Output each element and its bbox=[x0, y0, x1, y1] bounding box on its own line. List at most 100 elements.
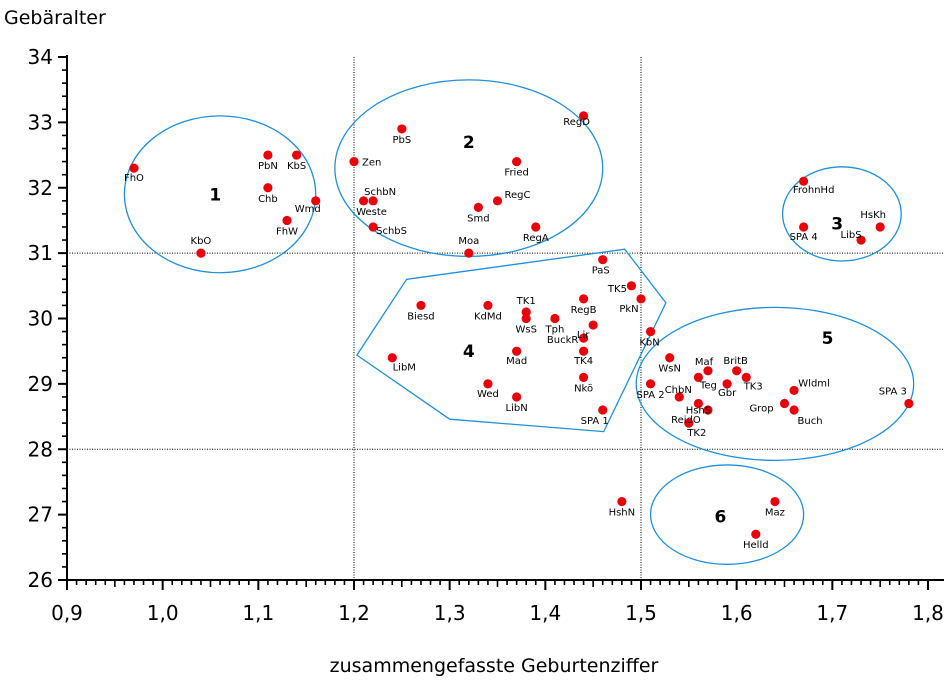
data-point bbox=[263, 183, 273, 193]
point-label: PaS bbox=[592, 266, 610, 277]
point-label: HshS bbox=[686, 405, 711, 416]
point-label: Wmd bbox=[295, 204, 321, 215]
point-label: SchbS bbox=[376, 226, 407, 237]
data-point bbox=[521, 307, 531, 317]
cluster-4-polygon bbox=[356, 248, 667, 433]
data-point bbox=[693, 372, 704, 382]
data-point bbox=[512, 392, 522, 402]
data-point bbox=[665, 353, 675, 363]
data-point bbox=[741, 372, 751, 382]
x-tick-label: 1,7 bbox=[816, 601, 848, 625]
x-tick-label: 1,4 bbox=[529, 601, 561, 625]
data-point bbox=[856, 235, 866, 245]
point-label: HshN bbox=[609, 508, 636, 519]
data-point bbox=[703, 366, 713, 376]
data-point bbox=[263, 150, 273, 160]
x-tick-label: 1,8 bbox=[912, 601, 944, 625]
data-point bbox=[512, 157, 522, 167]
data-point bbox=[282, 215, 292, 226]
y-tick-label: 31 bbox=[28, 241, 53, 265]
data-point bbox=[579, 294, 589, 304]
point-label: BuckR bbox=[547, 335, 578, 346]
data-point bbox=[693, 398, 704, 409]
point-label: Fried bbox=[504, 168, 528, 179]
point-label: Weste bbox=[356, 207, 387, 218]
data-point bbox=[579, 111, 589, 121]
point-label: SPA 1 bbox=[581, 416, 609, 427]
data-point bbox=[397, 124, 407, 134]
point-label: RegD bbox=[563, 117, 590, 128]
y-tick-label: 26 bbox=[28, 568, 53, 592]
x-tick-label: 1,6 bbox=[721, 601, 753, 625]
point-label: SchbN bbox=[364, 187, 396, 198]
cluster-label: 4 bbox=[463, 342, 475, 362]
point-label: RegB bbox=[571, 305, 597, 316]
point-label: LibS bbox=[841, 230, 862, 241]
data-point bbox=[521, 313, 531, 324]
point-label: TK1 bbox=[516, 296, 536, 307]
point-label: Zen bbox=[362, 158, 381, 169]
point-label: Buch bbox=[798, 416, 823, 427]
data-point bbox=[799, 222, 809, 232]
point-label: BritB bbox=[723, 356, 748, 367]
point-label: KdMd bbox=[474, 311, 502, 322]
data-point bbox=[492, 196, 503, 206]
x-axis-title: zusammengefasste Geburtenziffer bbox=[330, 655, 659, 677]
cluster-label: 2 bbox=[463, 133, 475, 153]
point-label: TK2 bbox=[686, 428, 706, 439]
reference-lines bbox=[67, 57, 944, 580]
y-tick-label: 33 bbox=[28, 110, 53, 134]
point-label: Moa bbox=[458, 236, 479, 247]
point-label: LibN bbox=[506, 403, 528, 414]
data-point bbox=[598, 405, 608, 415]
data-point bbox=[358, 196, 369, 206]
data-point bbox=[588, 320, 598, 330]
point-label: Wldml bbox=[798, 378, 830, 389]
cluster-label: 5 bbox=[822, 329, 834, 349]
data-point bbox=[129, 163, 139, 173]
data-point bbox=[349, 157, 359, 167]
point-label: KbN bbox=[639, 338, 659, 349]
data-point bbox=[645, 379, 656, 389]
point-label: FhW bbox=[276, 226, 298, 237]
data-point bbox=[751, 529, 761, 539]
point-label: WsS bbox=[515, 325, 536, 336]
x-tick-label: 0,9 bbox=[51, 601, 83, 625]
point-label: Teg bbox=[699, 380, 717, 391]
cluster-5-ellipse bbox=[635, 306, 915, 462]
data-point bbox=[789, 385, 799, 396]
point-label: HsKh bbox=[860, 210, 886, 221]
data-point bbox=[626, 281, 637, 291]
point-label: FhO bbox=[124, 173, 144, 184]
data-point bbox=[674, 392, 684, 402]
data-point bbox=[645, 326, 656, 337]
point-label: Helld bbox=[743, 540, 769, 551]
data-points bbox=[129, 111, 914, 539]
data-point bbox=[473, 202, 483, 212]
point-label: RegC bbox=[505, 190, 531, 201]
data-point bbox=[636, 294, 646, 304]
point-label: Biesd bbox=[407, 311, 434, 322]
y-tick-label: 34 bbox=[28, 45, 53, 69]
point-label: FrohnHd bbox=[793, 185, 835, 196]
cluster-labels: 1 2 3 4 5 6 bbox=[209, 133, 843, 528]
point-label: SPA 2 bbox=[637, 390, 665, 401]
point-label: SPA 3 bbox=[879, 386, 907, 397]
point-label: ChbN bbox=[665, 385, 692, 396]
data-point bbox=[531, 222, 541, 232]
data-point bbox=[904, 398, 914, 409]
point-label: TK5 bbox=[607, 284, 627, 295]
data-point bbox=[579, 372, 589, 382]
point-labels: FhO KbO PbN KbS Chb Wmd FhW PbS RegD Zen Fried Schb… bbox=[124, 117, 907, 551]
data-point bbox=[311, 196, 321, 206]
y-tick-label: 32 bbox=[28, 176, 53, 200]
axes bbox=[66, 55, 944, 581]
data-point bbox=[196, 248, 206, 258]
data-point bbox=[779, 398, 790, 409]
cluster-3-ellipse bbox=[781, 166, 902, 262]
y-tick-label: 27 bbox=[28, 503, 53, 527]
point-label: Lir bbox=[577, 330, 590, 341]
data-point bbox=[703, 405, 713, 415]
data-point bbox=[483, 300, 493, 311]
